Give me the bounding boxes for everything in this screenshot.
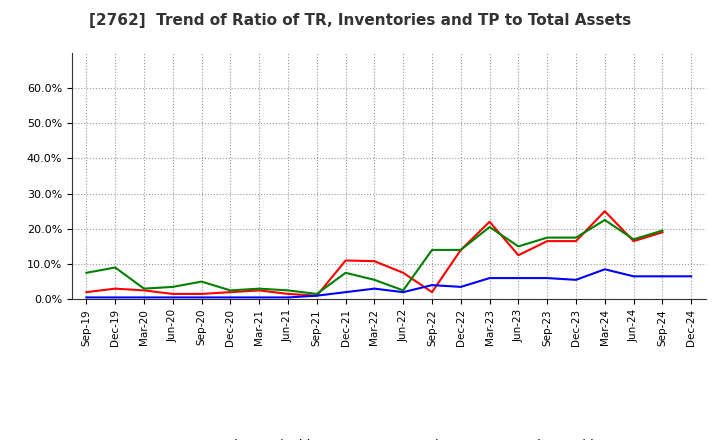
Trade Payables [140,286,148,291]
Trade Payables [428,247,436,253]
Inventories [687,274,696,279]
Inventories [168,295,177,300]
Trade Receivables [312,293,321,298]
Trade Payables [341,270,350,275]
Trade Payables [658,228,667,233]
Inventories [428,282,436,288]
Trade Receivables [168,291,177,297]
Trade Payables [543,235,552,240]
Inventories [600,267,609,272]
Trade Receivables [255,288,264,293]
Trade Receivables [370,259,379,264]
Trade Payables [572,235,580,240]
Inventories [111,295,120,300]
Trade Payables [456,247,465,253]
Trade Payables [485,224,494,230]
Trade Receivables [226,290,235,295]
Inventories [82,295,91,300]
Trade Receivables [399,270,408,275]
Inventories [197,295,206,300]
Inventories [485,275,494,281]
Inventories [312,293,321,298]
Trade Receivables [543,238,552,244]
Trade Receivables [140,288,148,293]
Trade Receivables [197,291,206,297]
Line: Trade Receivables: Trade Receivables [86,211,662,296]
Trade Receivables [82,290,91,295]
Inventories [456,284,465,290]
Inventories [514,275,523,281]
Trade Receivables [629,238,638,244]
Trade Receivables [111,286,120,291]
Trade Payables [284,288,292,293]
Trade Receivables [572,238,580,244]
Trade Payables [629,237,638,242]
Inventories [658,274,667,279]
Trade Payables [226,288,235,293]
Trade Payables [82,270,91,275]
Trade Payables [168,284,177,290]
Trade Payables [399,288,408,293]
Inventories [226,295,235,300]
Trade Payables [370,277,379,282]
Trade Receivables [658,230,667,235]
Trade Receivables [284,291,292,297]
Trade Receivables [341,258,350,263]
Trade Receivables [600,209,609,214]
Inventories [543,275,552,281]
Trade Payables [600,217,609,223]
Inventories [572,277,580,282]
Line: Trade Payables: Trade Payables [86,220,662,294]
Inventories [140,295,148,300]
Trade Receivables [456,247,465,253]
Inventories [255,295,264,300]
Trade Receivables [428,290,436,295]
Inventories [399,290,408,295]
Inventories [629,274,638,279]
Trade Receivables [485,219,494,224]
Trade Payables [312,291,321,297]
Inventories [284,295,292,300]
Trade Payables [197,279,206,284]
Trade Payables [255,286,264,291]
Text: [2762]  Trend of Ratio of TR, Inventories and TP to Total Assets: [2762] Trend of Ratio of TR, Inventories… [89,13,631,28]
Legend: Trade Receivables, Inventories, Trade Payables: Trade Receivables, Inventories, Trade Pa… [164,433,613,440]
Inventories [370,286,379,291]
Trade Payables [111,265,120,270]
Line: Inventories: Inventories [86,269,691,297]
Inventories [341,290,350,295]
Trade Payables [514,244,523,249]
Trade Receivables [514,253,523,258]
